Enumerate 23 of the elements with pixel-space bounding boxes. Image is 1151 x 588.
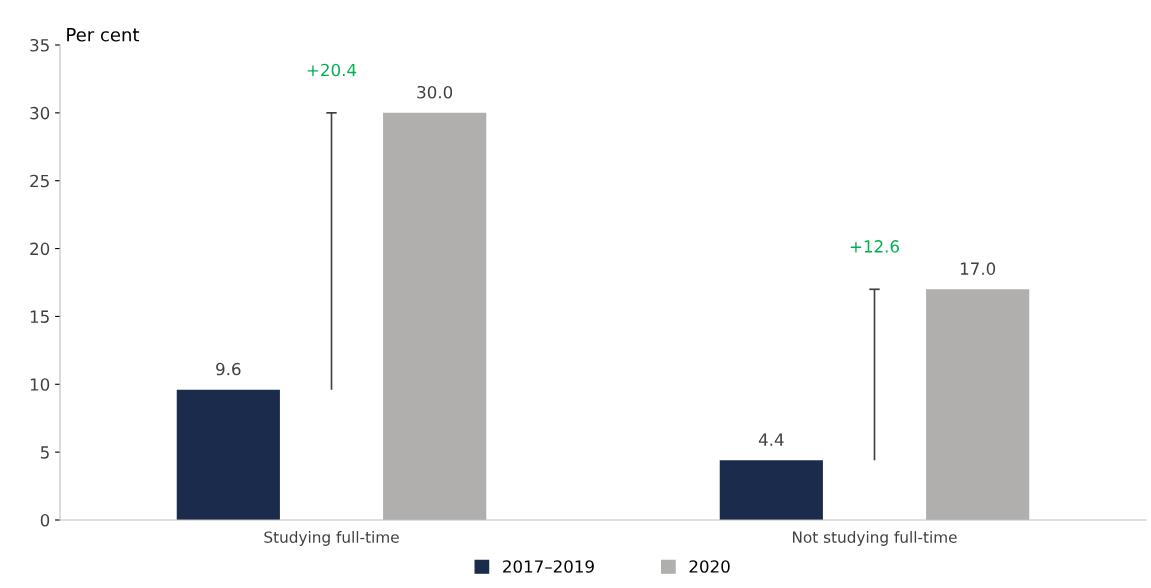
y-tick-label: 10 (30, 378, 50, 391)
data-label: +20.4 (307, 63, 357, 77)
legend-label: 2020 (689, 560, 730, 573)
bar (719, 460, 823, 520)
data-label: +12.6 (850, 240, 899, 253)
data-label: 4.4 (758, 433, 784, 446)
y-tick-label: 5 (40, 446, 49, 459)
data-label: 30.0 (417, 85, 453, 99)
y-tick-label: 35 (30, 38, 49, 52)
legend-label: 2017–2019 (503, 560, 594, 573)
data-label: 9.6 (216, 362, 241, 376)
y-tick-label: 30 (30, 106, 50, 120)
x-tick-label: Studying full-time (264, 531, 399, 546)
y-tick-label: 15 (30, 310, 49, 323)
bar (926, 289, 1030, 520)
bar (383, 112, 487, 520)
y-tick-label: 0 (40, 513, 50, 527)
y-axis-title: Per cent (67, 28, 140, 42)
bar (176, 389, 280, 520)
x-tick-label: Not studying full-time (792, 531, 957, 546)
y-tick-label: 20 (30, 242, 50, 256)
data-label: 17.0 (960, 262, 996, 275)
y-tick-label: 25 (30, 174, 49, 188)
